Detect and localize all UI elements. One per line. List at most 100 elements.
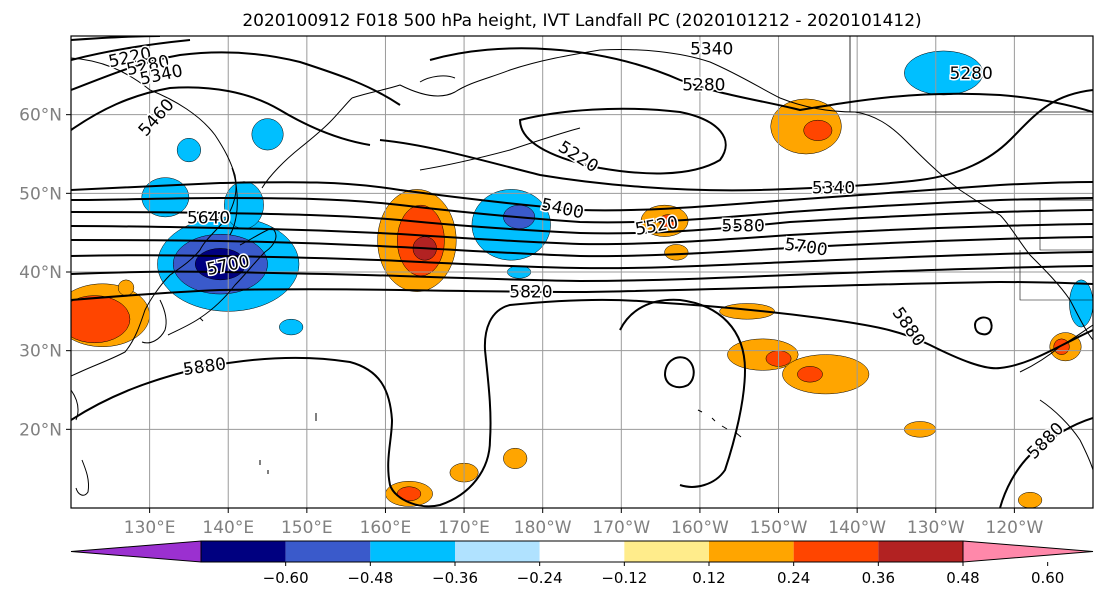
contour-5280 [429, 47, 1093, 113]
ivt-anomaly-area [1069, 279, 1093, 328]
ivt-anomaly-area [176, 138, 201, 163]
contour-5280-arc [71, 39, 191, 61]
ivt-anomaly-area [1018, 492, 1043, 508]
colorbar-segment [878, 541, 963, 562]
lon-tick-label: 140°W [828, 518, 886, 538]
contour-label: 5700 [783, 235, 829, 261]
contour-label: 5340 [812, 179, 855, 199]
contour-5220-ring [518, 107, 727, 175]
ivt-anomaly-area [141, 177, 190, 218]
ivt-anomaly-area [797, 366, 823, 383]
colorbar-segment [370, 541, 455, 562]
colorbar-segment [455, 541, 540, 562]
korea-coast [141, 299, 167, 344]
contour-5880-ring-east [973, 316, 993, 336]
contour-5880-ring-hawaii [663, 356, 695, 389]
lat-tick-label: 40°N [19, 263, 62, 283]
lon-tick-label: 130°W [907, 518, 965, 538]
lat-tick-label: 60°N [19, 106, 62, 126]
colorbar-tick-label: −0.36 [432, 569, 478, 587]
contour-label: 5220 [554, 137, 601, 177]
colorbar-segment [539, 541, 625, 562]
contour-label: 5820 [509, 282, 552, 302]
ivt-anomaly-area [782, 354, 870, 395]
contour-5880-east [649, 301, 1093, 370]
contour-5400 [71, 181, 1093, 212]
contour-label: 5340 [690, 39, 733, 59]
contour-5700 [71, 251, 1093, 270]
colorbar-tick-label: 0.12 [692, 569, 725, 587]
asia-coast [71, 57, 237, 377]
colorbar-segment [201, 541, 286, 562]
lon-tick-label: 160°W [671, 518, 729, 538]
ivt-anomaly-area [803, 119, 833, 141]
contour-5820 [71, 280, 1093, 301]
colorbar-segment [624, 541, 709, 562]
north-america-coast [999, 214, 1093, 341]
contour-5580 [71, 223, 1093, 246]
colorbar-segment [793, 541, 879, 562]
ivt-anomaly-area [251, 118, 284, 151]
colorbar-outline [200, 540, 964, 563]
colorbar-segment [709, 541, 794, 562]
axis-ticks: 130°E 140°E 150°E 160°E 170°E 180°W 170°W 160°W… [19, 106, 1043, 538]
alaska-coast [351, 49, 1001, 216]
contour-5340-arc [71, 51, 401, 106]
aleutian-islands [419, 127, 581, 171]
ivt-anomaly-area [71, 295, 131, 344]
hawaii-islands [697, 409, 742, 438]
lat-tick-label: 30°N [19, 342, 62, 362]
contour-label: 5640 [187, 209, 230, 229]
lon-tick-label: 130°E [124, 518, 176, 538]
ivt-anomaly-area [397, 486, 422, 502]
colorbar-tick-label: −0.48 [347, 569, 393, 587]
contour-5460-arc [71, 86, 371, 146]
contour-5460 [71, 196, 1093, 224]
lon-tick-label: 170°W [592, 518, 650, 538]
contour-5520 [71, 209, 1093, 235]
contour-5880-west [71, 298, 651, 508]
lon-tick-label: 150°W [750, 518, 808, 538]
ivt-anomaly-area [117, 279, 135, 296]
contour-label: 5880 [1023, 419, 1068, 464]
height-contours [71, 36, 1093, 508]
lon-tick-label: 140°E [202, 518, 254, 538]
kamchatka-coast [261, 97, 353, 189]
colorbar-tick-label: 0.60 [1031, 569, 1064, 587]
lat-tick-label: 50°N [19, 184, 62, 204]
colorbar-segment [285, 541, 371, 562]
contour-label: 5880 [182, 354, 228, 380]
colorbar-tick-label: 0.24 [777, 569, 810, 587]
colorbar-tick-label: −0.12 [601, 569, 647, 587]
contour-5640 [71, 236, 1093, 258]
bering-islands [419, 75, 456, 83]
lon-tick-label: 170°E [438, 518, 490, 538]
contour-5880-bulge [619, 298, 747, 488]
ivt-anomaly-area [279, 318, 304, 336]
colorbar-extend-low [70, 540, 202, 563]
colorbar-tick-label: 0.48 [946, 569, 979, 587]
colorbar-tick-label: 0.36 [862, 569, 895, 587]
lon-tick-label: 120°W [986, 518, 1044, 538]
contour-5340 [379, 89, 1093, 192]
map-title: 2020100912 F018 500 hPa height, IVT Land… [242, 11, 921, 31]
contour-label: 5280 [950, 64, 993, 84]
colorbar-tick-label: −0.60 [263, 569, 309, 587]
contour-label: 5580 [722, 216, 765, 236]
ivt-anomaly-area [503, 447, 528, 469]
pacific-islands [199, 317, 317, 474]
colorbar: −0.60 −0.48 −0.36 −0.24 −0.12 0.12 0.24 0.36 0.4… [70, 540, 1094, 587]
border-canada [849, 36, 1093, 113]
lon-tick-label: 180°W [514, 518, 572, 538]
lon-tick-label: 160°E [360, 518, 412, 538]
lon-tick-label: 150°E [281, 518, 333, 538]
contour-5880-south [999, 417, 1093, 508]
mexico-coast [1039, 399, 1093, 471]
ivt-anomaly-area [664, 244, 689, 261]
colorbar-extend-high [962, 540, 1094, 563]
taiwan-coast [75, 459, 89, 496]
contour-label: 5460 [135, 95, 179, 141]
lat-tick-label: 20°N [19, 420, 62, 440]
colorbar-tick-label: −0.24 [517, 569, 563, 587]
